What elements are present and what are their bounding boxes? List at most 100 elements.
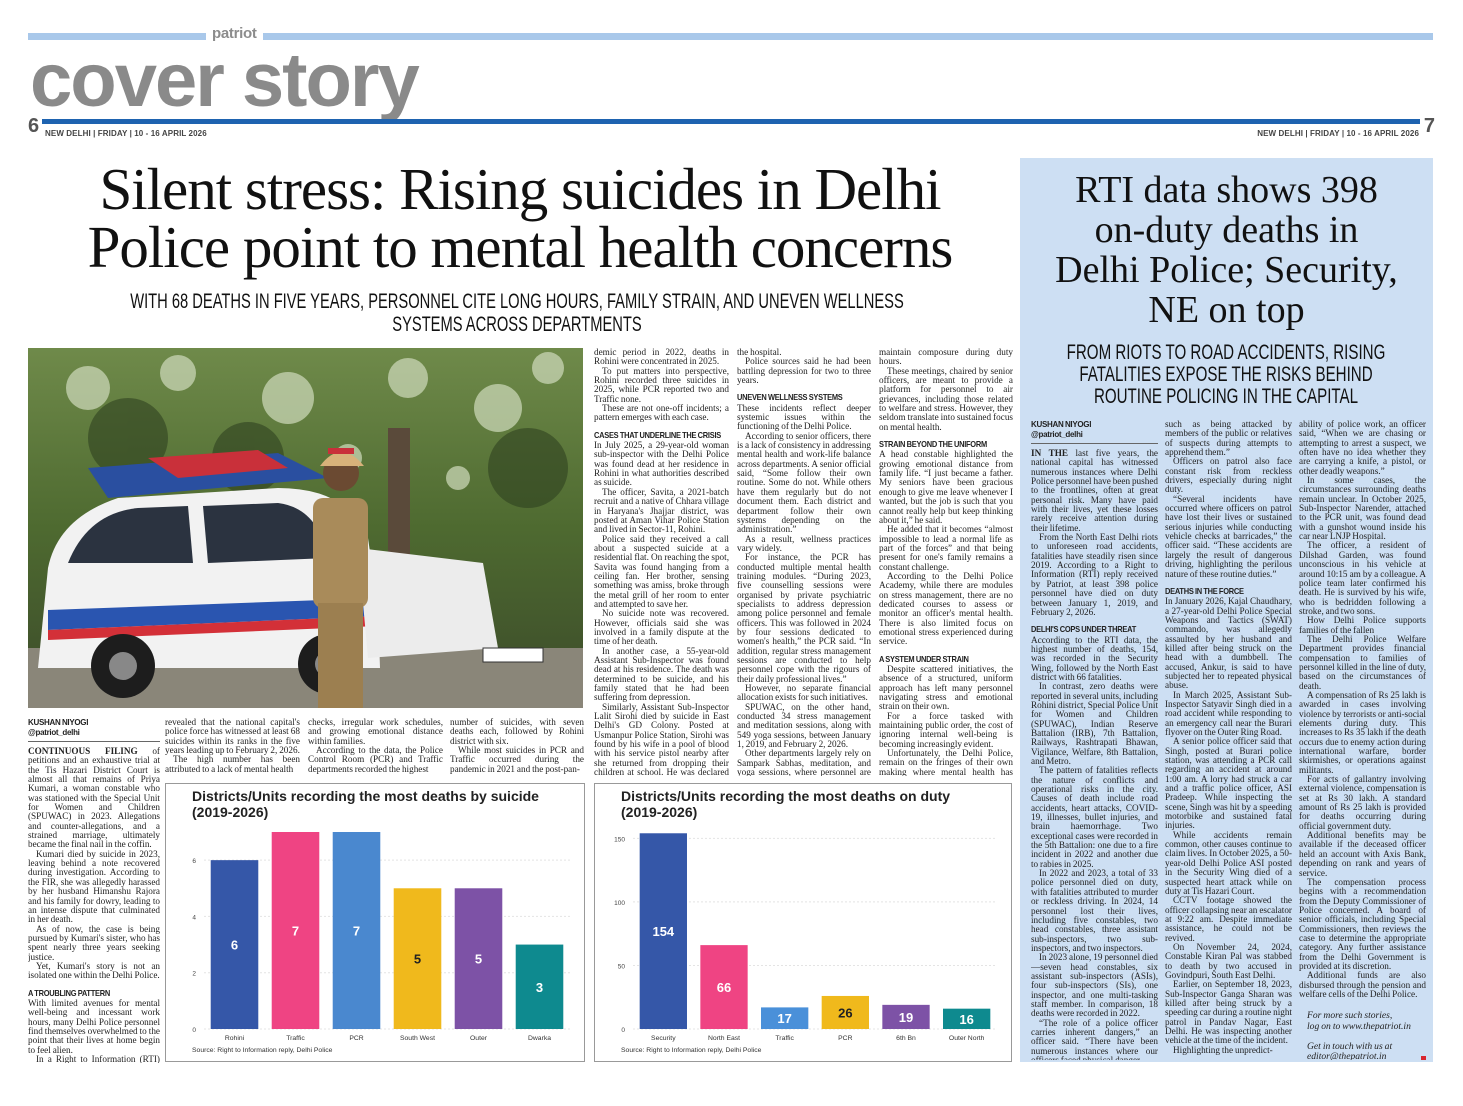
article-column: KUSHAN NIYOGI @patriot_delhi CONTINUOUS FI… — [28, 718, 160, 1063]
paragraph-text: While accidents remain common, other cau… — [1165, 829, 1292, 896]
paragraph-text: In some cases, the circumstances surroun… — [1299, 475, 1426, 542]
x-category-label: Security — [651, 1035, 676, 1042]
paragraph-text: In July 2025, a 29-year-old woman sub-in… — [594, 440, 729, 488]
paragraph-text: Similarly, Assistant Sub-Inspector Lalit… — [594, 701, 729, 776]
paragraph-text: On November 24, 2024, Constable Kiran Pa… — [1165, 941, 1292, 980]
paragraph-text: last five years, the national capital ha… — [1031, 448, 1158, 533]
paragraph-text: For acts of gallantry involving external… — [1299, 774, 1426, 831]
y-tick-label: 6 — [192, 858, 196, 865]
page-number-left: 6 — [28, 115, 40, 137]
paragraph: In contrast, zero deaths were reported i… — [1031, 682, 1158, 766]
paragraph-text: From the North East Delhi riots to unfor… — [1031, 532, 1158, 617]
subheading: A SYSTEM UNDER STRAIN — [879, 653, 969, 664]
byline-handle: @patriot_delhi — [1031, 429, 1083, 439]
paragraph: CCTV footage showed the officer collapsi… — [1165, 895, 1292, 943]
paragraph-text: demic period in 2022, deaths in Rohini w… — [594, 348, 729, 367]
paragraph-text: In January 2026, Kajal Chaudhary, a 27-y… — [1165, 596, 1292, 691]
end-mark — [1421, 1056, 1426, 1060]
y-tick-label: 0 — [192, 1027, 196, 1034]
bar — [210, 860, 259, 1029]
footer-line: log on to www.thepatriot.in — [1307, 1020, 1411, 1032]
paragraph: Police sources said he had been battling… — [737, 357, 871, 385]
y-tick-label: 50 — [618, 963, 626, 970]
bar-value-label: 5 — [475, 952, 482, 967]
article-column: the hospital. Police sources said he had … — [737, 348, 871, 776]
story-photo — [28, 348, 583, 708]
story-subhead: WITH 68 DEATHS IN FIVE YEARS, PERSONNEL … — [130, 290, 904, 336]
subheading: DELHI'S COPS UNDER THREAT — [1031, 624, 1137, 635]
page-number-right: 7 — [1423, 115, 1435, 137]
paragraph: For a force tasked with maintaining publ… — [879, 710, 1013, 749]
paragraph-text: He added that it becomes “almost impossi… — [879, 524, 1013, 572]
x-category-label: Dwarka — [528, 1035, 551, 1042]
paragraph: In 2022 and 2023, a total of 33 police p… — [1031, 868, 1158, 953]
paragraph-text: According to the Delhi Police Academy, w… — [879, 570, 1013, 647]
dateline-right: NEW DELHI | FRIDAY | 10 - 16 APRIL 2026 — [1257, 129, 1419, 138]
bar-value-label: 66 — [717, 980, 731, 995]
paragraph-text: In contrast, zero deaths were reported i… — [1031, 681, 1158, 766]
x-category-label: North East — [708, 1035, 740, 1042]
paragraph-text: checks, irregular work schedules, and gr… — [308, 718, 443, 746]
sidebar-headline: RTI data shows 398 on-duty deaths in Del… — [1020, 170, 1433, 330]
byline-name: KUSHAN NIYOGI — [1031, 420, 1092, 429]
paragraph: In January 2026, Kajal Chaudhary, a 27-y… — [1165, 597, 1292, 690]
subhead-line: FROM RIOTS TO ROAD ACCIDENTS, RISING — [1066, 341, 1386, 364]
top-rule — [28, 33, 1433, 40]
paragraph: The Delhi Police Welfare Department prov… — [1299, 634, 1426, 691]
paragraph-text: “The role of a police officer carries in… — [1031, 1017, 1158, 1060]
bar — [821, 995, 869, 1029]
paragraph: such as being attacked by members of the… — [1165, 420, 1292, 457]
y-tick-label: 2 — [192, 971, 196, 978]
paragraph-text: For a force tasked with maintaining publ… — [879, 710, 1013, 749]
subhead-line: ROUTINE POLICING IN THE CAPITAL — [1093, 385, 1359, 408]
paragraph-text: The pattern of fatalities reflects the n… — [1031, 765, 1158, 869]
paragraph-text: A senior police officer said that Singh,… — [1165, 736, 1292, 831]
bar — [515, 944, 564, 1029]
paragraph: On November 24, 2024, Constable Kiran Pa… — [1165, 941, 1292, 980]
paragraph: Kumari died by suicide in 2023, leaving … — [28, 849, 160, 925]
paragraph-text: the hospital. — [737, 348, 782, 357]
header-rule — [42, 119, 1420, 124]
sidebar-story-box — [1020, 158, 1433, 1062]
paragraph: A senior police officer said that Singh,… — [1165, 737, 1292, 830]
paragraph: checks, irregular work schedules, and gr… — [308, 718, 443, 746]
paragraph: the hospital. — [737, 348, 871, 357]
paragraph: According to senior officers, there is a… — [737, 431, 871, 535]
paragraph-text: Despite scattered initiatives, the absen… — [879, 664, 1013, 712]
chart-title: Districts/Units recording the most death… — [192, 788, 539, 804]
paragraph-text: Additional benefits may be available if … — [1299, 830, 1426, 878]
paragraph: While accidents remain common, other cau… — [1165, 829, 1292, 896]
paragraph-text: These are not one-off incidents; a patte… — [594, 403, 729, 423]
paragraph: SPUWAC, on the other hand, conducted 34 … — [737, 702, 871, 750]
subheading: STRAIN BEYOND THE UNIFORM — [879, 439, 987, 450]
paragraph-text: The officer, a resident of Dilshad Garde… — [1299, 540, 1426, 616]
paragraph-text: Other departments largely rely on Sampar… — [737, 748, 871, 776]
bar — [332, 832, 381, 1029]
paragraph-text: A head constable highlighted the growing… — [879, 449, 1013, 525]
bar — [639, 833, 687, 1029]
paragraph-text: As a result, wellness practices vary wid… — [737, 533, 871, 553]
paragraph: revealed that the national capital's pol… — [165, 718, 300, 755]
duty-deaths-chart: Districts/Units recording the most death… — [594, 783, 1012, 1062]
paragraph: Earlier, on September 18, 2023, Sub-Insp… — [1165, 980, 1292, 1045]
paragraph: From the North East Delhi riots to unfor… — [1031, 532, 1158, 617]
police-car-photo — [28, 348, 583, 708]
paragraph: To put matters into perspective, Rohini … — [594, 366, 729, 404]
article-column: KUSHAN NIYOGI @patriot_delhi IN THE last f… — [1031, 420, 1158, 1060]
paragraph-text: Unfortunately, the Delhi Police, remain … — [879, 748, 1013, 776]
bar-value-label: 17 — [777, 1011, 791, 1026]
bar — [882, 1004, 930, 1029]
paragraph-text: number of suicides, with seven deaths ea… — [450, 718, 584, 746]
paragraph-text: “Several incidents have occurred where o… — [1165, 493, 1292, 579]
paragraph-text: In a Right to Information (RTI) request … — [36, 1054, 160, 1063]
footer-line: editor@thepatriot.in — [1307, 1051, 1387, 1060]
bar-value-label: 5 — [414, 952, 421, 967]
paragraph: In another case, a 55-year-old Assistant… — [594, 646, 729, 703]
paragraph: He added that it becomes “almost impossi… — [879, 524, 1013, 572]
article-column: ability of police work, an officer said,… — [1299, 420, 1426, 1060]
paragraph-text: How Delhi Police supports families of th… — [1299, 615, 1426, 635]
headline-line: NE on top — [1148, 289, 1305, 331]
chart-title: (2019-2026) — [621, 804, 697, 820]
paragraph: IN THE last five years, the national cap… — [1031, 448, 1158, 533]
x-category-label: Traffic — [775, 1035, 794, 1042]
